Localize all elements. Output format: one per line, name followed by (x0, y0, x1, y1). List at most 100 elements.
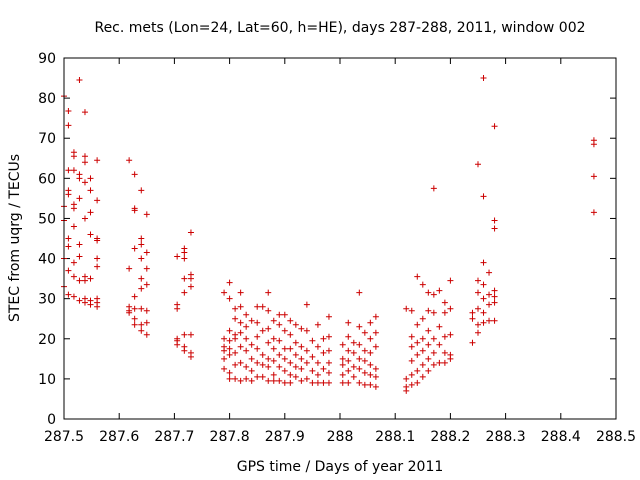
data-point (361, 381, 368, 388)
data-point (298, 343, 305, 350)
data-point (126, 265, 133, 272)
data-point (70, 293, 77, 300)
data-point (441, 309, 448, 316)
data-point (138, 275, 145, 282)
data-point (372, 365, 379, 372)
data-point (414, 351, 421, 358)
data-point (475, 305, 481, 312)
x-tick-label: 288.1 (375, 429, 415, 445)
data-point (298, 365, 305, 372)
data-point (138, 327, 145, 334)
data-point (345, 319, 352, 326)
data-point (181, 347, 188, 354)
data-point (138, 187, 145, 194)
data-point (320, 349, 327, 356)
data-point (237, 319, 244, 326)
data-point (76, 195, 83, 202)
data-point (480, 319, 487, 326)
data-point (70, 153, 77, 160)
data-point (81, 215, 88, 222)
data-point (345, 379, 352, 386)
data-point (276, 337, 283, 344)
data-point (408, 343, 415, 350)
data-point (430, 349, 437, 356)
data-point (131, 293, 138, 300)
data-point (143, 319, 150, 326)
data-point (356, 341, 363, 348)
data-point (590, 173, 597, 180)
data-point (248, 367, 255, 374)
data-point (361, 347, 368, 354)
data-point (259, 351, 266, 358)
data-point (65, 167, 72, 174)
data-point (243, 375, 250, 382)
data-point (187, 331, 194, 338)
data-point (287, 359, 294, 366)
data-point (265, 289, 272, 296)
data-point (65, 291, 72, 298)
y-tick-label: 20 (38, 332, 56, 348)
data-point (298, 377, 305, 384)
data-point (265, 377, 272, 384)
y-tick-label: 70 (38, 131, 56, 147)
data-point (237, 377, 244, 384)
x-tick-label: 288.2 (430, 429, 470, 445)
data-point (325, 369, 332, 376)
data-point (298, 355, 305, 362)
data-point (350, 339, 357, 346)
y-axis-title: STEC from uqrg / TECUs (7, 154, 23, 322)
data-point (76, 297, 83, 304)
data-point (81, 299, 88, 306)
data-point (314, 379, 321, 386)
data-point (287, 331, 294, 338)
data-point (226, 375, 233, 382)
data-point (414, 339, 421, 346)
data-point (254, 373, 261, 380)
data-point (325, 333, 332, 340)
data-point (339, 379, 346, 386)
data-point (325, 313, 332, 320)
data-point (469, 309, 476, 316)
data-point (350, 363, 357, 370)
data-point (403, 375, 410, 382)
data-point (94, 237, 101, 244)
data-point (131, 315, 138, 322)
data-point (356, 365, 363, 372)
data-point (265, 339, 272, 346)
data-point (281, 355, 288, 362)
data-point (419, 335, 426, 342)
data-point (174, 253, 181, 260)
data-point (350, 373, 357, 380)
data-point (345, 357, 352, 364)
data-point (309, 379, 316, 386)
data-point (320, 365, 327, 372)
data-point (143, 265, 150, 272)
data-point (372, 383, 379, 390)
data-point (408, 357, 415, 364)
data-point (350, 349, 357, 356)
data-point (143, 307, 150, 314)
data-point (303, 375, 310, 382)
data-point (70, 205, 77, 212)
data-point (339, 361, 346, 368)
data-point (281, 311, 288, 318)
data-point (138, 321, 145, 328)
data-point (447, 355, 454, 362)
y-tick-label: 30 (38, 292, 56, 308)
data-point (87, 275, 94, 282)
x-tick-label: 287.8 (210, 429, 250, 445)
data-point (65, 191, 72, 198)
data-point (447, 305, 454, 312)
data-point (480, 281, 487, 288)
data-point (590, 209, 597, 216)
data-point (469, 315, 476, 322)
data-point (259, 361, 266, 368)
y-tick-label: 0 (47, 412, 56, 428)
data-point (281, 327, 288, 334)
data-point (87, 175, 94, 182)
data-point (221, 289, 228, 296)
data-point (425, 367, 432, 374)
data-point (237, 303, 244, 310)
data-point (408, 371, 415, 378)
data-point (447, 331, 454, 338)
